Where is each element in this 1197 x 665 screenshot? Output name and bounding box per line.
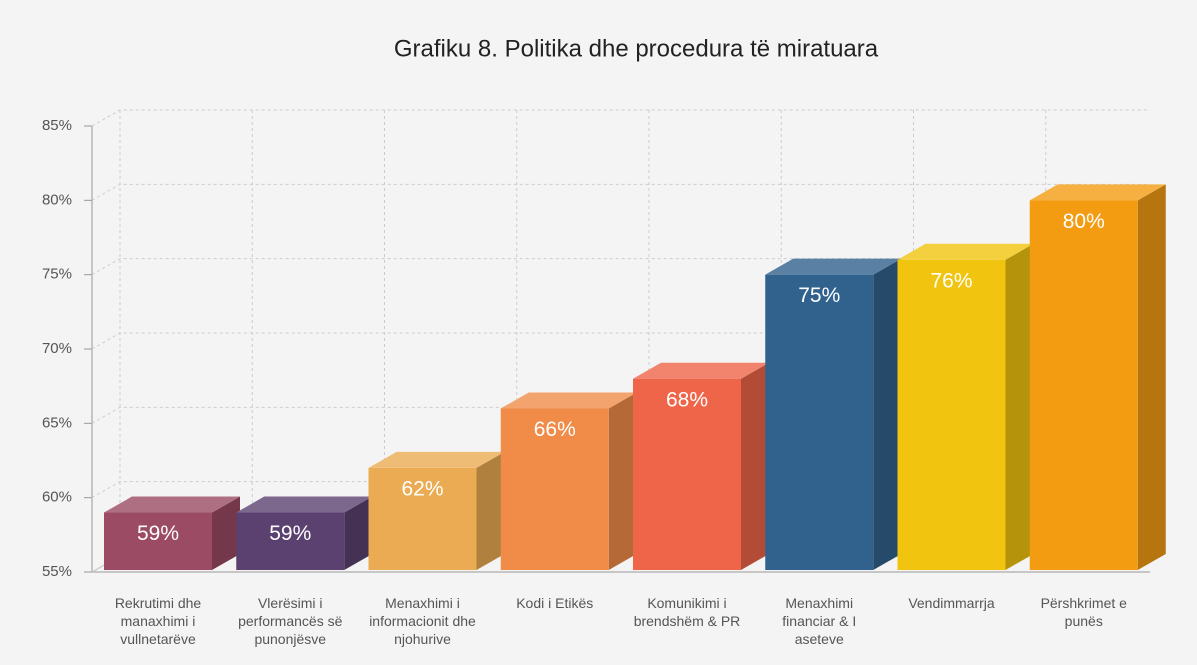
x-tick-label: Komunikimi i brendshëm & PR <box>633 595 741 629</box>
bar-top <box>633 362 769 379</box>
chart-title: Grafiku 8. Politika dhe procedura të mir… <box>394 35 879 62</box>
value-label: 66% <box>534 418 576 441</box>
value-label: 62% <box>401 477 443 500</box>
y-tick-label: 80% <box>42 191 72 208</box>
value-label: 80% <box>1063 210 1105 233</box>
bar <box>104 512 212 570</box>
x-tick-label: Vlerësimi i performancës së punonjësve <box>238 595 343 647</box>
value-label: 59% <box>137 522 179 545</box>
x-tick-label: Rekrutimi dhe manaxhimi i vullnetarëve <box>114 595 202 647</box>
bar-top <box>236 496 373 513</box>
bar-side <box>873 258 902 570</box>
bar-top <box>104 496 240 513</box>
value-label: 76% <box>930 269 972 292</box>
x-tick-label: Përshkrimet e punës <box>1040 595 1127 629</box>
grid-line <box>91 481 1150 499</box>
grid-line <box>91 183 1150 201</box>
y-tick-label: 85% <box>42 117 72 134</box>
bar <box>1029 200 1138 571</box>
x-tick-label: Vendimmarrja <box>908 595 995 611</box>
bar-top <box>1029 184 1166 201</box>
bar <box>765 274 874 570</box>
bar <box>368 467 477 570</box>
bar-side <box>1005 243 1034 571</box>
bar-side <box>1137 184 1166 571</box>
y-tick-label: 60% <box>42 489 72 506</box>
x-tick-label: Kodi i Etikës <box>516 595 594 611</box>
y-tick-label: 70% <box>42 340 72 357</box>
bar-side <box>212 496 240 570</box>
bar-side <box>741 362 769 570</box>
y-tick-label: 65% <box>42 414 72 431</box>
value-label: 68% <box>666 388 708 411</box>
bar-side <box>476 451 505 570</box>
x-tick-label: Menaxhimi i informacionit dhe njohurive <box>369 595 476 647</box>
bar-top <box>368 451 505 468</box>
bar <box>500 408 609 570</box>
bar <box>236 512 345 570</box>
value-label: 59% <box>269 522 311 545</box>
value-label: 75% <box>798 284 840 307</box>
bar-top <box>765 258 902 275</box>
bar-top <box>897 243 1034 260</box>
y-tick-label: 75% <box>42 266 72 283</box>
grid-line <box>91 406 1150 424</box>
bar <box>633 378 741 570</box>
grid-line <box>91 258 1150 276</box>
bar-side <box>608 392 637 570</box>
bar-top <box>500 392 637 409</box>
bar-side <box>344 496 373 570</box>
x-tick-label: Menaxhimi financiar & I aseteve <box>782 595 857 647</box>
grid-line <box>91 109 1150 127</box>
y-tick-label: 55% <box>42 563 72 580</box>
bar <box>897 259 1006 570</box>
